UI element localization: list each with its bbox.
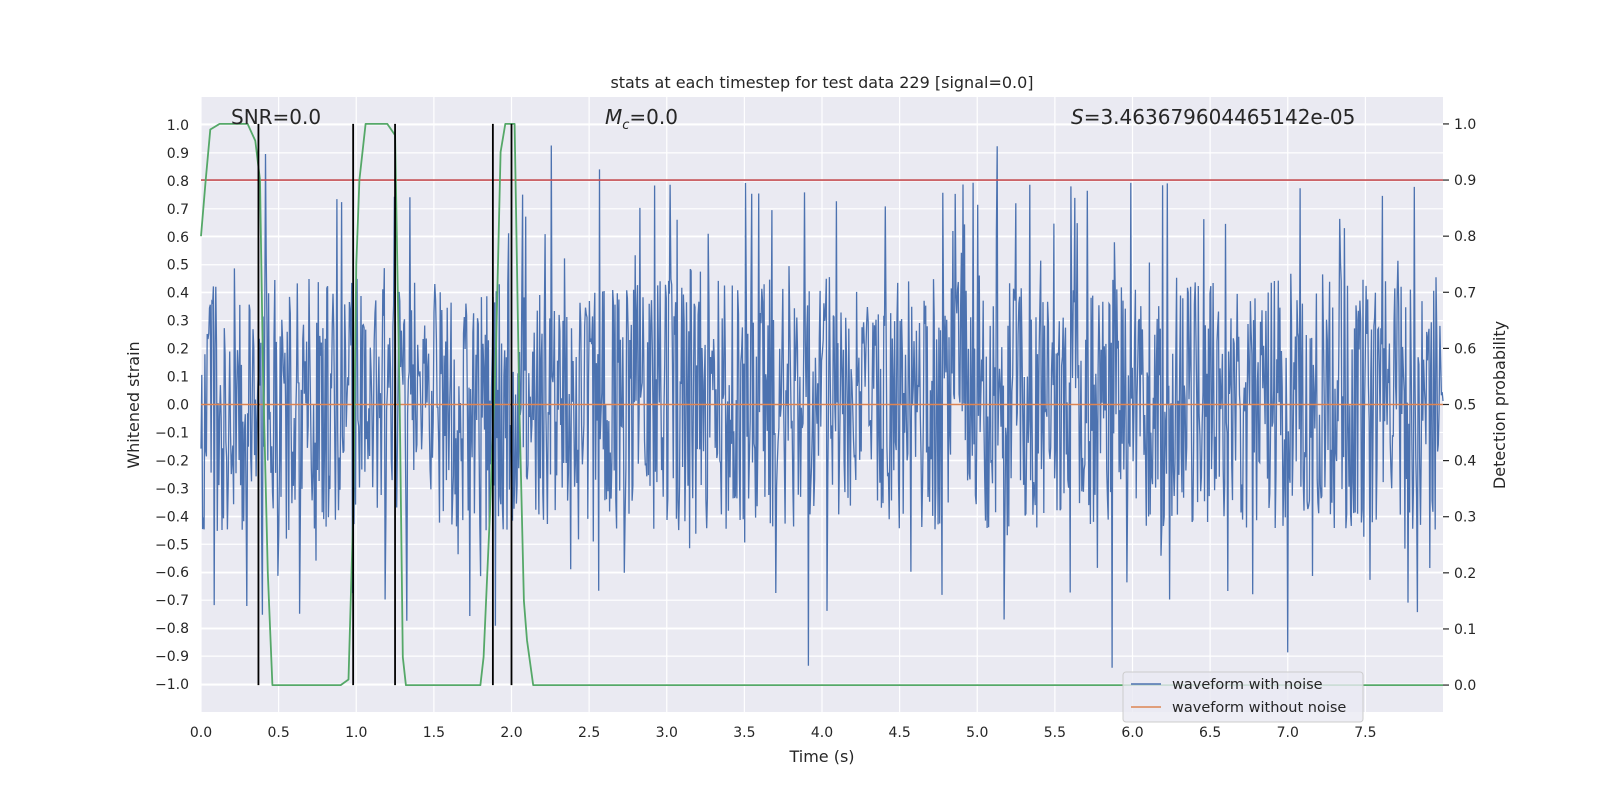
x-tick-label: 0.0: [190, 725, 212, 741]
y2-tick-label: 0.6: [1454, 341, 1476, 357]
y-tick-label: −0.9: [155, 649, 189, 665]
legend: waveform with noise waveform without noi…: [1122, 671, 1364, 723]
x-tick-label: 6.5: [1199, 725, 1221, 741]
y-tick-label: 0.3: [167, 314, 189, 330]
legend-label-clean: waveform without noise: [1172, 700, 1346, 716]
y2-axis-ticks: 1.0 0.9 0.8 0.7 0.6 0.5 0.4 0.3 0.2 0.1 0.0: [1443, 117, 1476, 694]
y-tick-label: 0.6: [167, 230, 189, 246]
x-tick-label: 2.5: [578, 725, 600, 741]
x-tick-label: 1.0: [345, 725, 367, 741]
x-tick-label: 4.0: [811, 725, 833, 741]
series-waveform-with-noise: [200, 145, 1444, 668]
y-tick-label: −0.4: [155, 509, 189, 525]
y2-tick-label: 0.4: [1454, 454, 1476, 470]
mc-symbol: M: [605, 105, 622, 129]
mc-subscript: c: [622, 118, 629, 133]
legend-label-noise: waveform with noise: [1172, 677, 1323, 693]
y-tick-label: 0.0: [167, 398, 189, 414]
x-axis-ticks: 0.0 0.5 1.0 1.5 2.0 2.5 3.0 3.5 4.0 4.5 5.0 5.5 6.0 6…: [190, 725, 1377, 741]
y2-tick-label: 0.3: [1454, 510, 1476, 526]
s-symbol: S: [1071, 105, 1084, 129]
x-tick-label: 5.5: [1044, 725, 1066, 741]
x-tick-label: 7.5: [1354, 725, 1376, 741]
x-tick-label: 2.0: [500, 725, 522, 741]
y-tick-label: −0.6: [155, 565, 189, 581]
y2-tick-label: 0.5: [1454, 398, 1476, 414]
x-tick-label: 1.5: [423, 725, 445, 741]
y-axis-label: Whitened strain: [124, 341, 143, 468]
y-tick-label: 1.0: [167, 118, 189, 134]
x-tick-label: 5.0: [966, 725, 988, 741]
legend-box: [1122, 671, 1364, 723]
y-tick-label: −1.0: [155, 677, 189, 693]
chart-title: stats at each timestep for test data 229…: [610, 73, 1033, 92]
y-tick-label: 0.1: [167, 370, 189, 386]
y-tick-label: 0.8: [167, 174, 189, 190]
snr-annotation: SNR=0.0: [231, 105, 321, 129]
y-tick-label: 0.2: [167, 342, 189, 358]
y-tick-label: −0.7: [155, 593, 189, 609]
y-tick-label: 0.7: [167, 202, 189, 218]
x-tick-label: 7.0: [1277, 725, 1299, 741]
y-tick-label: −0.2: [155, 453, 189, 469]
y-tick-label: 0.9: [167, 146, 189, 162]
x-tick-label: 6.0: [1121, 725, 1143, 741]
y2-tick-label: 0.1: [1454, 622, 1476, 638]
y-tick-label: 0.5: [167, 258, 189, 274]
x-tick-label: 3.5: [733, 725, 755, 741]
y-tick-label: −0.8: [155, 621, 189, 637]
noise-line: [200, 145, 1444, 668]
x-tick-label: 3.0: [656, 725, 678, 741]
y2-tick-label: 0.2: [1454, 566, 1476, 582]
y2-axis-label: Detection probability: [1490, 321, 1509, 489]
y2-tick-label: 0.7: [1454, 285, 1476, 301]
y2-tick-label: 1.0: [1454, 117, 1476, 133]
chirp-mass-annotation: Mc=0.0: [605, 105, 678, 133]
x-tick-label: 0.5: [267, 725, 289, 741]
y-tick-label: 0.4: [167, 286, 189, 302]
y-axis-ticks: 1.0 0.9 0.8 0.7 0.6 0.5 0.4 0.3 0.2 0.1 0.0 −0.1 −0.…: [155, 118, 189, 693]
y-tick-label: −0.5: [155, 537, 189, 553]
x-axis-label: Time (s): [788, 747, 854, 766]
y-tick-label: −0.3: [155, 481, 189, 497]
y2-tick-label: 0.9: [1454, 173, 1476, 189]
detection-vlines: [257, 123, 513, 686]
x-tick-label: 4.5: [888, 725, 910, 741]
y-tick-label: −0.1: [155, 425, 189, 441]
s-annotation: S=3.463679604465142e-05: [1071, 105, 1355, 129]
s-value: =3.463679604465142e-05: [1084, 105, 1356, 129]
mc-value: =0.0: [629, 105, 678, 129]
y2-tick-label: 0.0: [1454, 678, 1476, 694]
y2-tick-label: 0.8: [1454, 229, 1476, 245]
